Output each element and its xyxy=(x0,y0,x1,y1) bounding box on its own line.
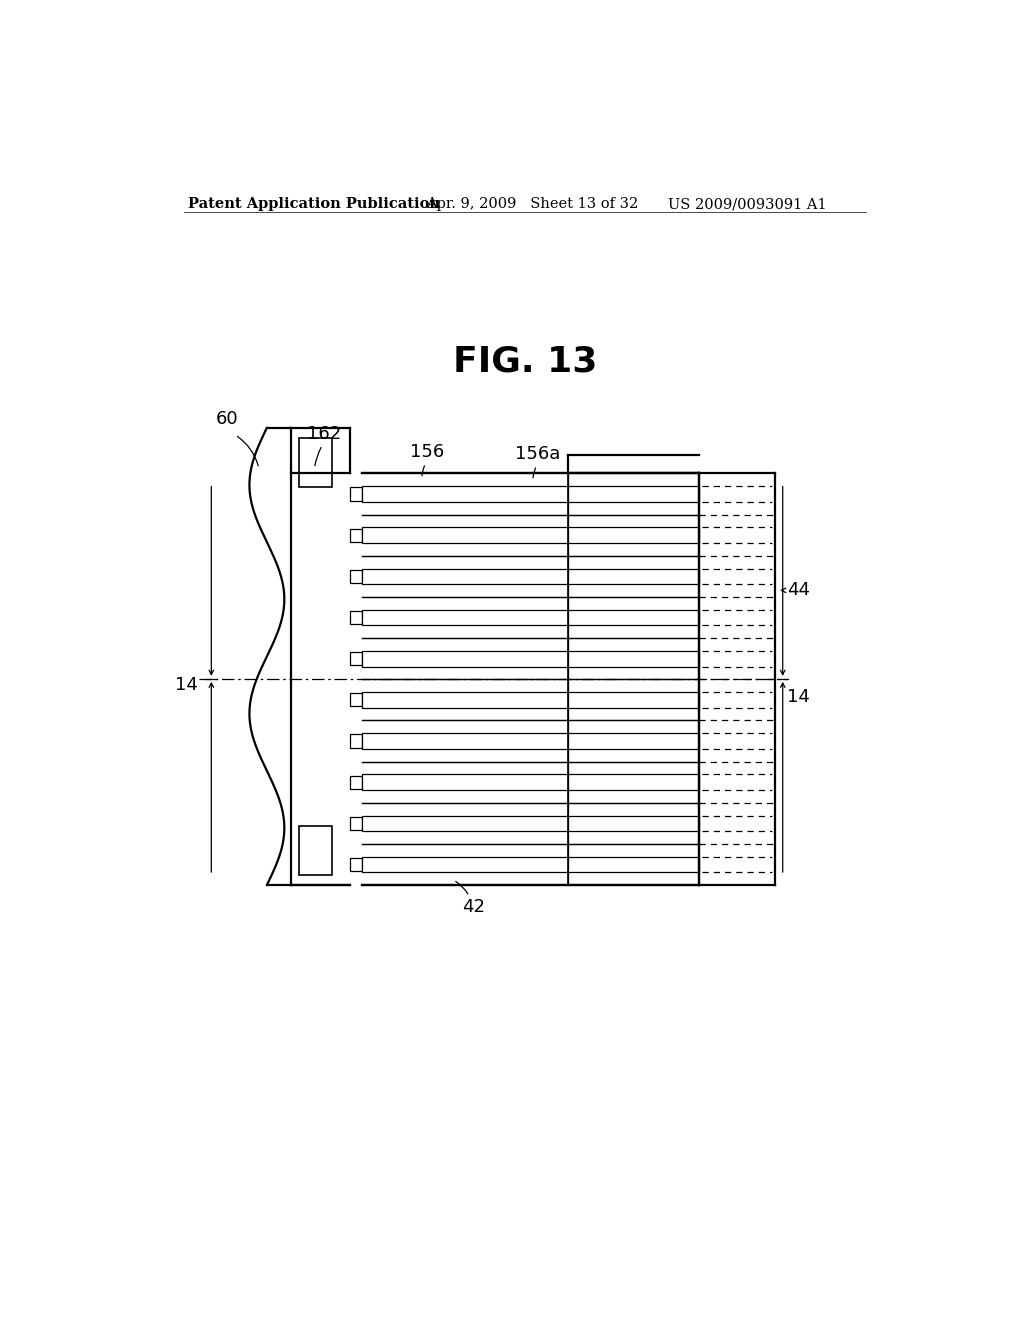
Bar xyxy=(299,826,332,875)
Bar xyxy=(362,651,699,667)
Bar xyxy=(350,776,362,789)
Bar xyxy=(350,734,362,747)
Bar xyxy=(362,692,699,708)
Bar xyxy=(362,610,699,626)
Bar xyxy=(350,858,362,871)
Bar xyxy=(362,486,699,502)
Bar xyxy=(350,817,362,830)
Bar xyxy=(362,816,699,832)
Bar xyxy=(350,528,362,541)
Bar xyxy=(350,611,362,624)
Text: Patent Application Publication: Patent Application Publication xyxy=(187,197,439,211)
Bar xyxy=(299,438,332,487)
Text: FIG. 13: FIG. 13 xyxy=(453,345,597,379)
Text: 156: 156 xyxy=(410,444,444,461)
Bar xyxy=(350,652,362,665)
Text: 60: 60 xyxy=(215,409,238,428)
Bar xyxy=(350,487,362,500)
Bar xyxy=(362,775,699,791)
Text: 14: 14 xyxy=(786,688,810,706)
Text: Apr. 9, 2009   Sheet 13 of 32: Apr. 9, 2009 Sheet 13 of 32 xyxy=(426,197,638,211)
Bar xyxy=(362,569,699,585)
Text: 14: 14 xyxy=(175,676,198,694)
Text: 44: 44 xyxy=(786,581,810,599)
Bar xyxy=(362,528,699,543)
Text: US 2009/0093091 A1: US 2009/0093091 A1 xyxy=(668,197,826,211)
Text: 162: 162 xyxy=(306,425,341,444)
Bar xyxy=(350,693,362,706)
Bar xyxy=(350,570,362,583)
Bar xyxy=(362,857,699,873)
Text: 156a: 156a xyxy=(515,445,561,463)
Text: 42: 42 xyxy=(462,899,484,916)
Bar xyxy=(362,733,699,748)
